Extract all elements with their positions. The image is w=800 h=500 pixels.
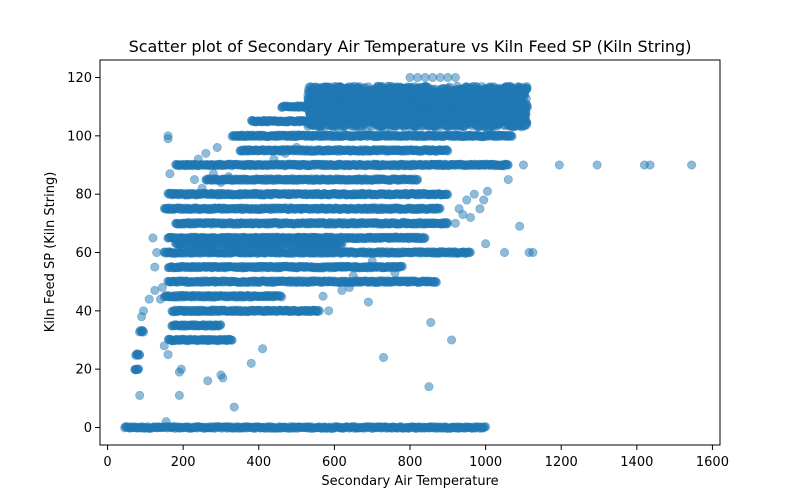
data-point (139, 327, 149, 337)
data-point (443, 146, 453, 156)
data-point (397, 261, 407, 271)
data-point (431, 277, 441, 287)
data-point (465, 247, 475, 257)
data-point (420, 233, 430, 243)
data-point (277, 292, 287, 302)
data-point (481, 422, 491, 432)
data-point (435, 203, 445, 213)
data-point (443, 190, 453, 200)
data-point (413, 174, 423, 184)
data-point (507, 131, 517, 141)
data-point (314, 306, 324, 316)
data-point (216, 320, 226, 330)
data-point (443, 218, 453, 228)
data-point (135, 350, 145, 360)
data-point (227, 335, 237, 345)
data-point (134, 364, 144, 374)
data-points (120, 73, 697, 433)
